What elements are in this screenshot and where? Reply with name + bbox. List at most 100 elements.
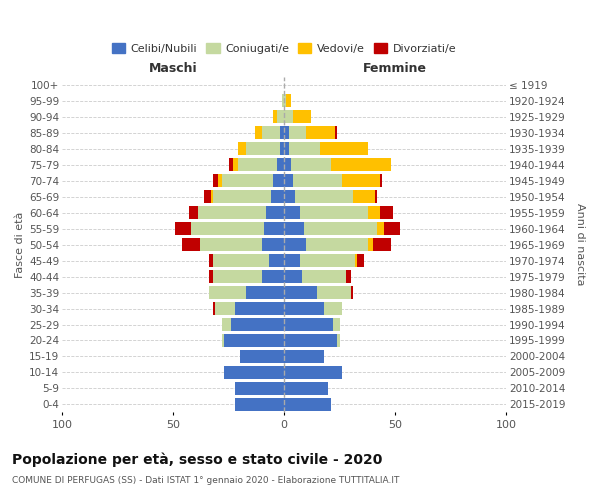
Bar — [284, 302, 324, 315]
Bar — [346, 270, 350, 283]
Bar — [209, 254, 213, 267]
Bar — [380, 174, 382, 188]
Bar — [224, 366, 284, 379]
Bar — [342, 174, 380, 188]
Bar — [289, 142, 320, 156]
Bar — [368, 238, 373, 251]
Bar — [255, 126, 262, 140]
Bar — [284, 206, 299, 220]
Bar — [299, 206, 368, 220]
Bar — [213, 254, 269, 267]
Bar — [213, 270, 262, 283]
Bar — [291, 158, 331, 172]
Bar — [188, 206, 197, 220]
Bar — [269, 254, 284, 267]
Bar — [335, 126, 337, 140]
Bar — [307, 126, 335, 140]
Bar — [277, 110, 284, 124]
Bar — [218, 174, 222, 188]
Bar — [302, 270, 346, 283]
Text: Femmine: Femmine — [363, 62, 427, 76]
Bar — [238, 158, 277, 172]
Bar — [238, 142, 247, 156]
Bar — [368, 206, 380, 220]
Bar — [284, 286, 317, 299]
Bar — [222, 318, 231, 331]
Bar — [197, 206, 266, 220]
Bar — [204, 190, 211, 203]
Bar — [222, 174, 273, 188]
Bar — [284, 238, 307, 251]
Legend: Celibi/Nubili, Coniugati/e, Vedovi/e, Divorziati/e: Celibi/Nubili, Coniugati/e, Vedovi/e, Di… — [107, 39, 461, 58]
Bar — [264, 222, 284, 235]
Bar — [200, 238, 262, 251]
Bar — [215, 302, 235, 315]
Bar — [175, 222, 191, 235]
Bar — [355, 254, 358, 267]
Bar — [209, 286, 247, 299]
Bar — [375, 190, 377, 203]
Bar — [295, 190, 353, 203]
Bar — [284, 174, 293, 188]
Bar — [273, 174, 284, 188]
Bar — [182, 238, 200, 251]
Bar — [299, 254, 355, 267]
Bar — [284, 110, 293, 124]
Bar — [384, 222, 400, 235]
Bar — [304, 222, 377, 235]
Bar — [235, 382, 284, 395]
Bar — [284, 190, 295, 203]
Bar — [324, 302, 342, 315]
Bar — [307, 238, 368, 251]
Bar — [284, 270, 302, 283]
Bar — [240, 350, 284, 363]
Bar — [233, 158, 238, 172]
Bar — [280, 142, 284, 156]
Bar — [235, 398, 284, 411]
Bar — [277, 158, 284, 172]
Bar — [350, 286, 353, 299]
Bar — [284, 350, 324, 363]
Bar — [284, 94, 286, 108]
Y-axis label: Fasce di età: Fasce di età — [15, 212, 25, 278]
Bar — [284, 126, 289, 140]
Bar — [262, 270, 284, 283]
Bar — [293, 110, 311, 124]
Bar — [191, 222, 264, 235]
Text: COMUNE DI PERFUGAS (SS) - Dati ISTAT 1° gennaio 2020 - Elaborazione TUTTITALIA.I: COMUNE DI PERFUGAS (SS) - Dati ISTAT 1° … — [12, 476, 400, 485]
Bar — [211, 190, 213, 203]
Bar — [284, 254, 299, 267]
Bar — [282, 94, 284, 108]
Bar — [266, 206, 284, 220]
Bar — [284, 222, 304, 235]
Bar — [377, 222, 384, 235]
Bar — [320, 142, 368, 156]
Bar — [284, 398, 331, 411]
Bar — [333, 318, 340, 331]
Bar — [262, 126, 280, 140]
Bar — [358, 254, 364, 267]
Bar — [284, 334, 337, 347]
Bar — [337, 334, 340, 347]
Bar — [284, 382, 328, 395]
Bar — [380, 206, 393, 220]
Bar — [293, 174, 342, 188]
Y-axis label: Anni di nascita: Anni di nascita — [575, 204, 585, 286]
Bar — [331, 158, 391, 172]
Bar — [284, 142, 289, 156]
Bar — [284, 158, 291, 172]
Bar — [222, 334, 224, 347]
Bar — [231, 318, 284, 331]
Bar — [284, 366, 342, 379]
Text: Popolazione per età, sesso e stato civile - 2020: Popolazione per età, sesso e stato civil… — [12, 452, 382, 467]
Bar — [262, 238, 284, 251]
Text: Maschi: Maschi — [149, 62, 197, 76]
Bar — [209, 270, 213, 283]
Bar — [280, 126, 284, 140]
Bar — [286, 94, 291, 108]
Bar — [353, 190, 375, 203]
Bar — [273, 110, 277, 124]
Bar — [229, 158, 233, 172]
Bar — [224, 334, 284, 347]
Bar — [247, 142, 280, 156]
